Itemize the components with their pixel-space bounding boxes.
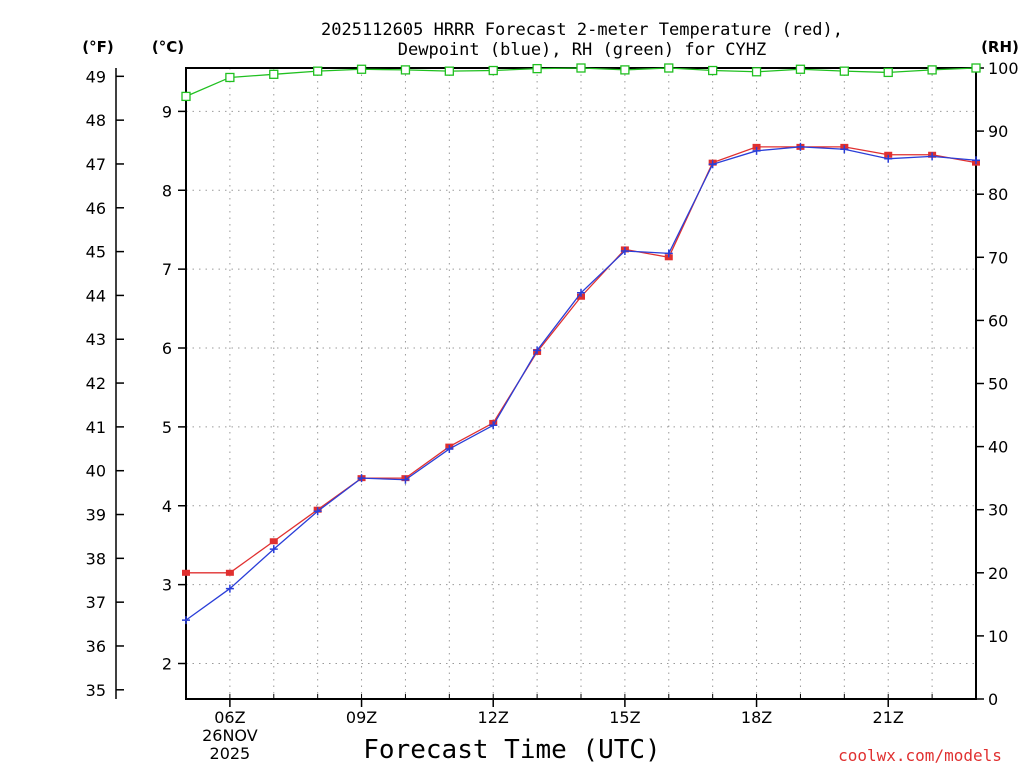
fahrenheit-tick-label: 41 (86, 418, 106, 437)
dewpoint-point (357, 474, 366, 483)
x-tick-label: 21Z (873, 708, 904, 727)
fahrenheit-tick-label: 44 (86, 286, 106, 305)
rh-point (620, 65, 630, 75)
fahrenheit-tick-label: 47 (86, 155, 106, 174)
rh-point (971, 63, 981, 73)
grid-layer (186, 68, 976, 699)
dewpoint-point (620, 246, 629, 255)
fahrenheit-tick-label: 43 (86, 330, 106, 349)
celsius-tick-label: 6 (162, 339, 172, 358)
x-axis-label: Forecast Time (UTC) (363, 735, 660, 765)
rh-tick-label: 50 (988, 375, 1008, 394)
dewpoint-point (972, 156, 980, 165)
dewpoint-point (664, 249, 673, 258)
dewpoint-point (313, 507, 322, 516)
celsius-unit-label: (°C) (152, 38, 184, 56)
chart-title-line1: 2025112605 HRRR Forecast 2-meter Tempera… (321, 20, 843, 40)
rh-point (576, 63, 586, 73)
dewpoint-point (269, 545, 278, 554)
watermark: coolwx.com/models (838, 746, 1002, 765)
dewpoint-point (840, 145, 849, 154)
x-year-label: 2025 (210, 744, 251, 763)
dewpoint-point (577, 288, 585, 297)
rh-point (532, 63, 542, 74)
dewpoint-point (533, 346, 542, 355)
plot-frame (185, 67, 977, 700)
temperature-point (182, 569, 190, 576)
dewpoint-point (884, 154, 893, 163)
fahrenheit-tick-label: 49 (86, 67, 106, 86)
rh-point (225, 72, 235, 83)
dewpoint-point (708, 160, 717, 169)
temperature-line (186, 146, 977, 574)
celsius-tick-label: 7 (162, 260, 172, 279)
fahrenheit-tick-label: 38 (86, 549, 106, 568)
rh-tick-label: 60 (988, 311, 1008, 330)
rh-tick-label: 0 (988, 690, 998, 709)
rh-tick-label: 90 (988, 122, 1008, 141)
rh-tick-label: 10 (988, 627, 1008, 646)
rh-point (708, 65, 718, 76)
rh-point (664, 63, 674, 73)
fahrenheit-tick-label: 36 (86, 637, 106, 656)
rh-tick-label: 40 (988, 438, 1008, 457)
rh-point (356, 64, 367, 74)
celsius-tick-label: 4 (162, 497, 172, 516)
x-tick-label: 15Z (609, 708, 640, 727)
rh-unit-label: (RH) (981, 38, 1019, 56)
celsius-tick-label: 8 (162, 181, 172, 200)
rh-point (488, 65, 498, 76)
temperature-point (225, 569, 234, 576)
x-tick-label: 09Z (346, 708, 377, 727)
temperature-point (269, 538, 278, 545)
x-tick-label: 12Z (478, 708, 509, 727)
fahrenheit-unit-label: (°F) (82, 38, 113, 56)
rh-point (444, 66, 454, 76)
fahrenheit-tick-label: 35 (86, 681, 106, 700)
rh-point (400, 65, 411, 75)
rh-tick-label: 20 (988, 564, 1008, 583)
rh-point (181, 91, 191, 102)
rh-point (839, 66, 849, 76)
fahrenheit-tick-label: 46 (86, 199, 106, 218)
dewpoint-point (489, 421, 498, 430)
fahrenheit-tick-label: 39 (86, 506, 106, 525)
chart-title-line2: Dewpoint (blue), RH (green) for CYHZ (398, 40, 766, 60)
series-layer (181, 63, 981, 625)
celsius-tick-label: 2 (162, 655, 172, 674)
rh-point (751, 67, 762, 77)
fahrenheit-tick-label: 42 (86, 374, 106, 393)
dewpoint-point (928, 152, 937, 161)
rh-point (269, 69, 279, 79)
rh-point (795, 64, 806, 74)
fahrenheit-tick-label: 48 (86, 111, 106, 130)
dewpoint-point (445, 444, 454, 453)
rh-point (927, 65, 937, 75)
fahrenheit-tick-label: 40 (86, 462, 106, 481)
rh-tick-label: 100 (988, 59, 1019, 78)
celsius-tick-label: 5 (162, 418, 172, 437)
x-tick-label: 06Z (214, 708, 245, 727)
dewpoint-point (182, 616, 190, 625)
celsius-tick-label: 9 (162, 102, 172, 121)
x-tick-label: 18Z (741, 708, 772, 727)
dewpoint-point (796, 142, 805, 151)
dewpoint-point (225, 584, 234, 593)
rh-tick-label: 70 (988, 248, 1008, 267)
fahrenheit-tick-label: 45 (86, 243, 106, 262)
fahrenheit-tick-label: 37 (86, 593, 106, 612)
x-date-label: 26NOV (202, 726, 258, 745)
rh-tick-label: 30 (988, 501, 1008, 520)
rh-point (313, 66, 323, 76)
dewpoint-point (752, 146, 761, 155)
axes-layer: 2345678935363738394041424344454647484901… (86, 59, 1019, 763)
celsius-tick-label: 3 (162, 576, 172, 595)
rh-point (883, 67, 893, 78)
rh-tick-label: 80 (988, 185, 1008, 204)
dewpoint-point (401, 475, 410, 484)
